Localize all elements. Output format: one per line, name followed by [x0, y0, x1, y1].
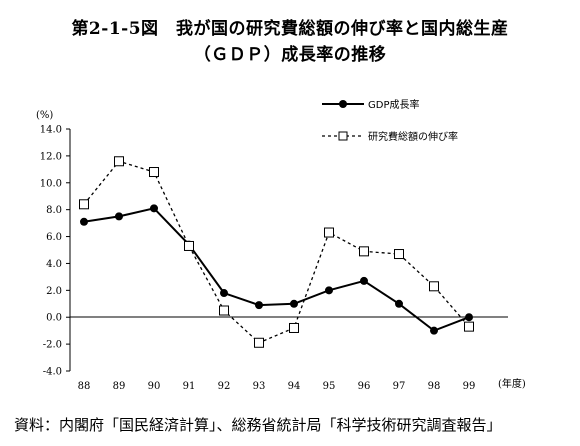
- y-tick-label: 6.0: [46, 232, 62, 243]
- y-tick-label: -4.0: [43, 367, 62, 378]
- data-point-rnd: [359, 246, 369, 257]
- y-tick-label: 8.0: [46, 205, 62, 216]
- chart-title-line1: 第2-1-5図 我が国の研究費総額の伸び率と国内総生産: [71, 19, 509, 39]
- data-point-rnd: [79, 199, 89, 210]
- data-point-rnd: [184, 240, 194, 251]
- x-tick-label: 92: [218, 381, 231, 392]
- data-point-gdp: [465, 313, 473, 322]
- data-point-gdp: [115, 212, 123, 221]
- x-tick-label: 98: [428, 381, 441, 392]
- x-tick-label: 91: [183, 381, 196, 392]
- x-tick-label: 90: [148, 381, 161, 392]
- data-point-rnd: [394, 249, 404, 260]
- legend-marker-gdp: [339, 100, 347, 108]
- y-tick-label: 10.0: [40, 178, 62, 189]
- data-point-gdp: [150, 204, 158, 213]
- legend-marker-rnd: [338, 131, 348, 141]
- data-point-rnd: [114, 156, 124, 167]
- data-point-gdp: [290, 299, 298, 308]
- x-tick-label: 99: [463, 381, 476, 392]
- legend-label-rnd: 研究費総額の伸び率: [368, 130, 458, 143]
- x-tick-label: 88: [78, 381, 91, 392]
- series-group: [79, 156, 474, 348]
- y-tick-label: 14.0: [40, 125, 62, 136]
- data-point-gdp: [255, 301, 263, 310]
- x-tick-group: 88 89 90 91 92 93 94 95 96 97 98 99: [78, 381, 476, 392]
- x-tick-label: 96: [358, 381, 371, 392]
- y-tick-label: -2.0: [43, 340, 62, 351]
- x-unit-label: (年度): [498, 377, 526, 390]
- series-line-gdp: [83, 207, 470, 332]
- series-line-rnd: [83, 160, 470, 344]
- data-point-rnd: [254, 337, 264, 348]
- data-point-rnd: [324, 227, 334, 238]
- data-point-gdp: [430, 326, 438, 335]
- legend: GDP成長率 研究費総額の伸び率: [322, 98, 458, 143]
- data-point-rnd: [429, 281, 439, 292]
- y-unit-label: (%): [36, 110, 53, 121]
- x-tick-label: 95: [323, 381, 336, 392]
- line-chart: 14.0 12.0 10.0 8.0 6.0 4.0 2.0 0.0 -2.0 -4.0 88 89…: [36, 98, 526, 392]
- data-point-gdp: [220, 289, 228, 298]
- y-tick-label: 0.0: [46, 313, 62, 324]
- data-point-rnd: [289, 322, 299, 333]
- x-tick-label: 94: [288, 381, 301, 392]
- y-tick-label: 4.0: [46, 259, 62, 270]
- data-point-rnd: [219, 305, 229, 316]
- chart-title-line2: （ＧＤＰ）成長率の推移: [193, 45, 387, 65]
- data-point-gdp: [325, 286, 333, 295]
- x-tick-label: 93: [253, 381, 266, 392]
- data-point-gdp: [80, 217, 88, 226]
- x-tick-label: 97: [393, 381, 406, 392]
- data-point-gdp: [360, 276, 368, 285]
- source-note: 資料：内閣府「国民経済計算」、総務省統計局「科学技術研究調査報告」: [14, 416, 502, 434]
- y-tick-group: 14.0 12.0 10.0 8.0 6.0 4.0 2.0 0.0 -2.0 -4.0: [40, 125, 70, 378]
- data-point-rnd: [464, 321, 474, 332]
- data-point-gdp: [395, 299, 403, 308]
- legend-label-gdp: GDP成長率: [368, 98, 419, 111]
- y-tick-label: 2.0: [46, 286, 62, 297]
- data-point-rnd: [149, 167, 159, 178]
- x-tick-label: 89: [113, 381, 126, 392]
- y-tick-label: 12.0: [40, 151, 62, 162]
